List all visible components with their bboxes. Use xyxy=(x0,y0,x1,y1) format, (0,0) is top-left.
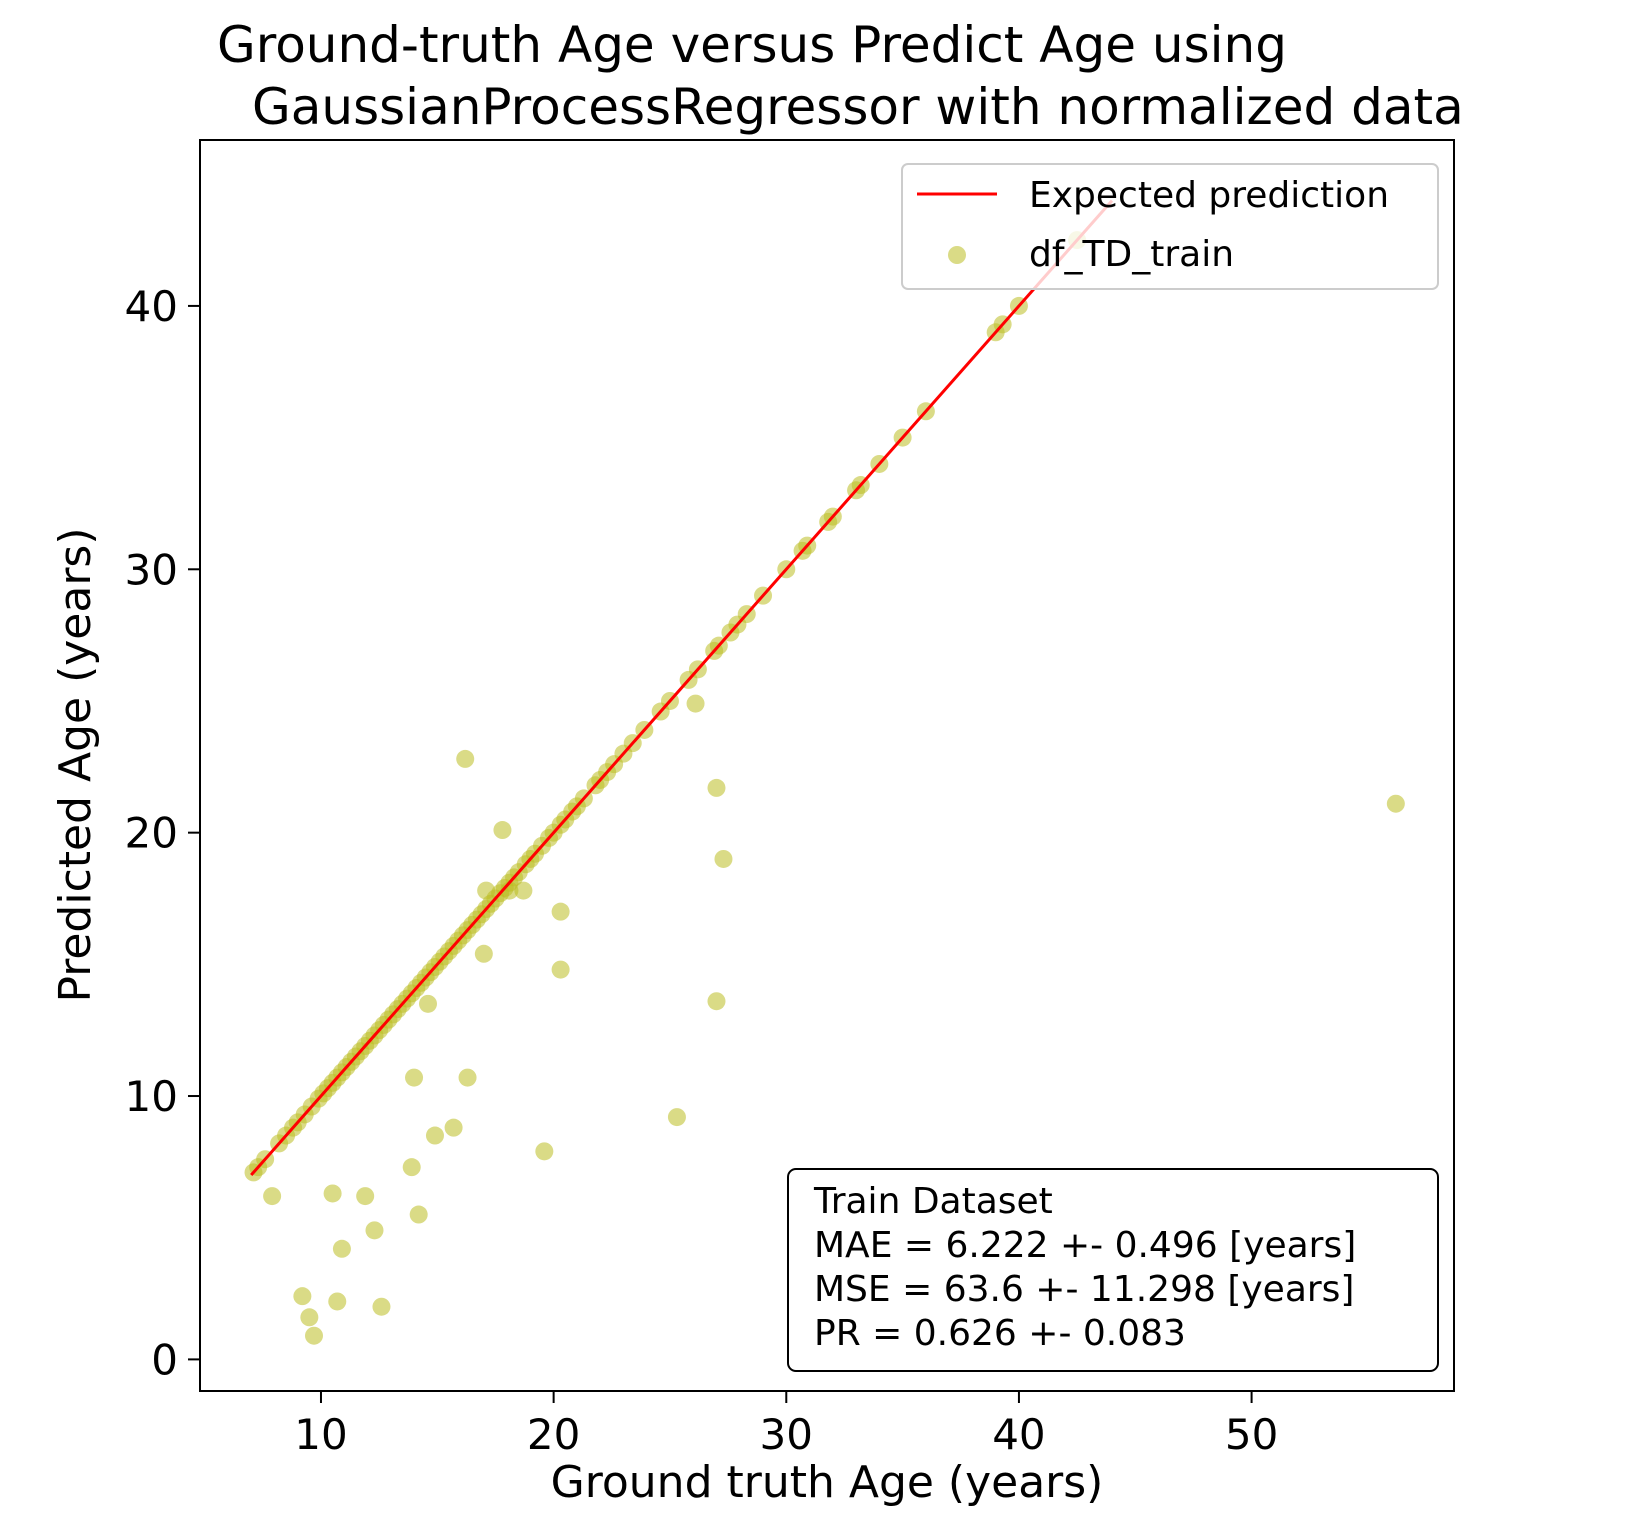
reference-line-layer xyxy=(250,199,1114,1177)
scatter-point xyxy=(714,849,733,868)
chart-title-line-2: GaussianProcessRegressor with normalized… xyxy=(252,78,1464,136)
y-tick-label: 30 xyxy=(125,545,178,594)
legend-label-expected-prediction: Expected prediction xyxy=(1029,175,1389,216)
scatter-point xyxy=(332,1239,351,1258)
scatter-point xyxy=(551,902,570,921)
stats-line-dataset: Train Dataset xyxy=(813,1181,1053,1222)
x-axis: 10 20 30 40 50 xyxy=(294,1391,1278,1459)
scatter-point xyxy=(1386,794,1405,813)
y-tick-label: 10 xyxy=(125,1072,178,1121)
scatter-point xyxy=(493,821,512,840)
y-axis: 0 10 20 30 40 xyxy=(125,282,200,1384)
scatter-point xyxy=(293,1287,312,1306)
y-tick-label: 40 xyxy=(125,282,178,331)
chart-title-line-1: Ground-truth Age versus Predict Age usin… xyxy=(217,16,1287,74)
scatter-point xyxy=(365,1221,384,1240)
stats-line-mse: MSE = 63.6 +- 11.298 [years] xyxy=(814,1269,1354,1310)
scatter-point xyxy=(405,1068,424,1087)
x-tick-label: 50 xyxy=(1225,1410,1278,1459)
scatter-point xyxy=(300,1308,319,1327)
scatter-point xyxy=(707,992,726,1011)
scatter-point xyxy=(372,1297,391,1316)
stats-box xyxy=(787,1168,1439,1372)
x-axis-label: Ground truth Age (years) xyxy=(551,1457,1104,1508)
scatter-point xyxy=(667,1108,686,1127)
scatter-point xyxy=(409,1205,428,1224)
expected-prediction-line xyxy=(250,199,1114,1177)
scatter-point xyxy=(514,881,533,900)
scatter-point xyxy=(356,1187,375,1206)
scatter-point xyxy=(474,944,493,963)
legend-marker-swatch xyxy=(948,246,966,264)
legend: Expected prediction df_TD_train xyxy=(901,163,1439,290)
scatter-point xyxy=(458,1068,477,1087)
legend-label-df-td-train: df_TD_train xyxy=(1029,234,1234,275)
scatter-point xyxy=(305,1326,323,1345)
scatter-point xyxy=(323,1184,342,1203)
plot-area xyxy=(199,139,1455,1392)
stats-annotation: Train Dataset MAE = 6.222 +- 0.496 [year… xyxy=(787,1168,1439,1372)
scatter-point xyxy=(419,994,437,1013)
stats-line-pr: PR = 0.626 +- 0.083 xyxy=(814,1313,1186,1354)
x-tick-label: 40 xyxy=(992,1410,1045,1459)
scatter-point xyxy=(402,1158,421,1177)
scatter-point xyxy=(551,960,570,979)
scatter-point xyxy=(328,1292,347,1311)
legend-box xyxy=(901,163,1439,290)
scatter-point xyxy=(686,694,705,713)
x-tick-label: 10 xyxy=(294,1410,347,1459)
scatter-point xyxy=(263,1187,282,1206)
scatter-point xyxy=(425,1126,444,1145)
x-tick-label: 30 xyxy=(760,1410,813,1459)
scatter-point xyxy=(444,1118,463,1137)
scatter-point xyxy=(535,1142,554,1161)
y-tick-label: 0 xyxy=(151,1335,178,1384)
x-tick-label: 20 xyxy=(527,1410,580,1459)
scatter-point xyxy=(707,778,726,797)
scatter-point xyxy=(456,749,475,768)
stats-line-mae: MAE = 6.222 +- 0.496 [years] xyxy=(814,1225,1356,1266)
y-tick-label: 20 xyxy=(125,809,178,858)
y-axis-label: Predicted Age (years) xyxy=(50,527,101,1002)
